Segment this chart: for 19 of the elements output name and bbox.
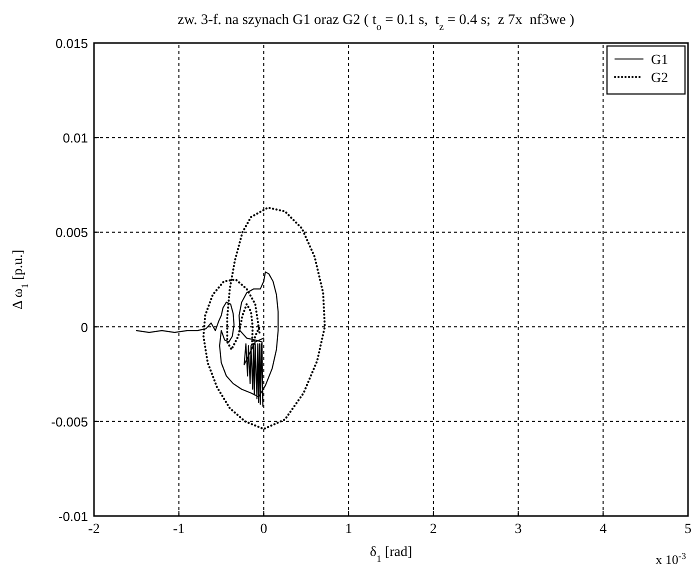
x-tick-label: 3	[514, 522, 522, 537]
legend-label: G1	[651, 53, 668, 68]
chart-title: zw. 3-f. na szynach G1 oraz G2 ( t$_{o}$ = 0.1 s, t$_{z}$ = 0.4 s; z 7x nf3we )	[178, 12, 574, 32]
x-tick-label: 5	[684, 522, 692, 537]
x-tick-label: 1	[345, 522, 352, 537]
x-tick-label: -2	[88, 522, 100, 537]
x-tick-label: 4	[600, 522, 607, 537]
y-tick-label: 0	[80, 320, 88, 335]
text: x 10$^{-3}$	[656, 551, 686, 567]
x-tick-label: 2	[430, 522, 437, 537]
y-tick-label: 0.005	[55, 225, 88, 240]
y-tick-label: 0.01	[62, 130, 88, 146]
y-tick-label: -0.01	[58, 509, 88, 524]
x-tick-label: 0	[260, 522, 268, 537]
x-tick-label: -1	[173, 522, 185, 537]
legend-label: G2	[651, 71, 668, 86]
y-tick-label: 0.015	[55, 36, 88, 51]
y-tick-label: -0.005	[51, 414, 88, 430]
x-axis-title: δ$_{1}$ [rad]	[370, 545, 412, 564]
